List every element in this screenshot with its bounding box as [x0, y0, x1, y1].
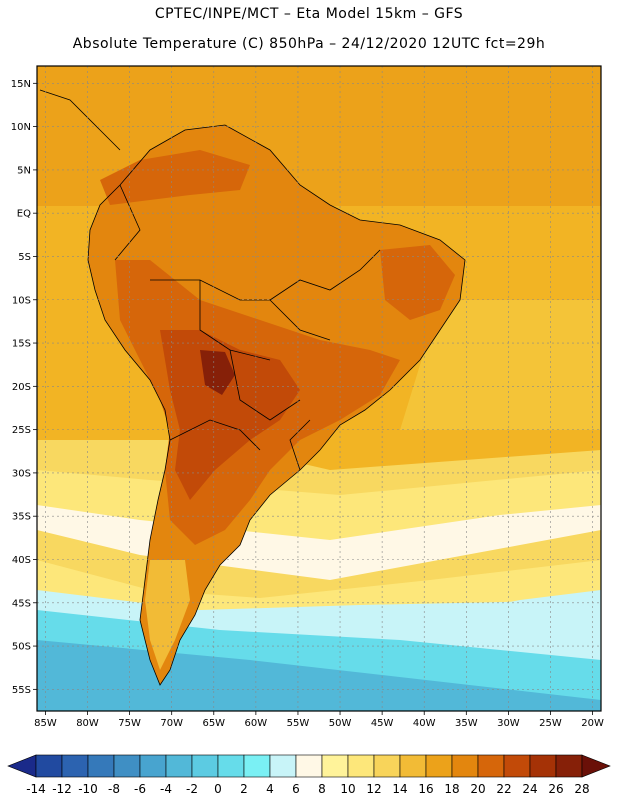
colorbar-label: 6: [292, 782, 300, 796]
colorbar-swatch: [451, 754, 479, 778]
title-line-2: Absolute Temperature (C) 850hPa – 24/12/…: [72, 36, 546, 52]
colorbar-swatch: [477, 754, 505, 778]
cyan-dark-band: [37, 640, 601, 711]
country-borders: [39, 89, 466, 686]
lon-label: 75W: [118, 718, 141, 729]
colorbar-label: -10: [78, 782, 98, 796]
colorbar-swatch: [243, 754, 271, 778]
patagonia-fringe: [145, 560, 190, 670]
colorbar-swatch: [555, 754, 583, 778]
colorbar-swatch: [217, 754, 245, 778]
colorbar-label: -8: [108, 782, 120, 796]
hotter-core: [160, 330, 300, 500]
lat-label: 10N: [11, 122, 31, 133]
map-frame: [36, 65, 602, 712]
colorbar-swatch: [425, 754, 453, 778]
lon-label: 20W: [581, 718, 604, 729]
lon-label: 45W: [371, 718, 394, 729]
lat-label: 30S: [12, 468, 31, 479]
lat-label: EQ: [17, 209, 31, 220]
lat-label: 50S: [12, 642, 31, 653]
lat-label: 15S: [12, 339, 31, 350]
colorbar-label: 22: [496, 782, 511, 796]
lat-label: 45S: [12, 598, 31, 609]
colorbar-label: 4: [266, 782, 274, 796]
colorbar-swatch: [165, 754, 193, 778]
lat-label: 10S: [12, 295, 31, 306]
colorbar-swatch: [269, 754, 297, 778]
map-field: [37, 66, 601, 711]
colorbar-swatch: [113, 754, 141, 778]
lat-label: 5S: [18, 252, 31, 263]
lat-label: 35S: [12, 512, 31, 523]
colorbar-swatch: [347, 754, 375, 778]
colorbar-label: -2: [186, 782, 198, 796]
graticule: [37, 66, 601, 711]
latitude-labels: 15N 10N 5N EQ 5S 10S 15S 20S 25S 30S 35S 40S 45S 50S 5…: [11, 79, 37, 696]
colorbar-swatch: [399, 754, 427, 778]
colorbar-label: 24: [522, 782, 537, 796]
colorbar-label: 28: [574, 782, 589, 796]
colorbar-label: 8: [318, 782, 326, 796]
colorbar-swatch: [139, 754, 167, 778]
colorbar-label: 20: [470, 782, 485, 796]
colorbar-swatch: [191, 754, 219, 778]
lon-label: 65W: [202, 718, 225, 729]
colorbar: -14 -12 -10 -8 -6 -4 -2 0 2 4 6 8 10 12 14 16 18 20 22 24 26…: [7, 754, 611, 796]
lat-label: 15N: [11, 79, 31, 90]
colorbar-swatch: [373, 754, 401, 778]
colorbar-label: 26: [548, 782, 563, 796]
colorbar-swatch: [295, 754, 323, 778]
colorbar-swatch: [61, 754, 89, 778]
ne-brazil-patch: [380, 245, 455, 320]
lon-label: 25W: [539, 718, 562, 729]
lon-label: 40W: [413, 718, 436, 729]
north-hot-patch: [100, 150, 250, 205]
colorbar-swatch: [321, 754, 349, 778]
colorbar-label: 16: [418, 782, 433, 796]
title-line-1: CPTEC/INPE/MCT – Eta Model 15km – GFS: [154, 6, 464, 22]
colorbar-label: 2: [240, 782, 248, 796]
lon-label: 80W: [76, 718, 99, 729]
lon-label: 55W: [287, 718, 310, 729]
colorbar-label: 18: [444, 782, 459, 796]
lat-label: 55S: [12, 685, 31, 696]
hottest-core: [200, 350, 235, 395]
colorbar-label: -12: [52, 782, 72, 796]
lon-label: 70W: [160, 718, 183, 729]
colorbar-swatch: [503, 754, 531, 778]
lat-label: 40S: [12, 555, 31, 566]
colorbar-label: 10: [340, 782, 355, 796]
lon-label: 30W: [497, 718, 520, 729]
lon-label: 60W: [245, 718, 268, 729]
colorbar-label: 12: [366, 782, 381, 796]
colorbar-label: 14: [392, 782, 407, 796]
colorbar-max-arrow: [581, 754, 611, 778]
colorbar-swatch: [35, 754, 63, 778]
colorbar-swatch: [87, 754, 115, 778]
longitude-labels: 85W 80W 75W 70W 65W 60W 55W 50W 45W 40W 35W 30W 25W 2…: [34, 711, 604, 729]
colorbar-label: -14: [26, 782, 46, 796]
lat-label: 20S: [12, 382, 31, 393]
lon-label: 85W: [34, 718, 57, 729]
colorbar-min-arrow: [7, 754, 37, 778]
colorbar-label: 0: [214, 782, 222, 796]
lat-label: 25S: [12, 425, 31, 436]
colorbar-label: -4: [160, 782, 172, 796]
lon-label: 35W: [455, 718, 478, 729]
colorbar-swatch: [529, 754, 557, 778]
lon-label: 50W: [329, 718, 352, 729]
lat-label: 5N: [17, 165, 31, 176]
colorbar-label: -6: [134, 782, 146, 796]
cyan-patch-east: [420, 590, 601, 640]
